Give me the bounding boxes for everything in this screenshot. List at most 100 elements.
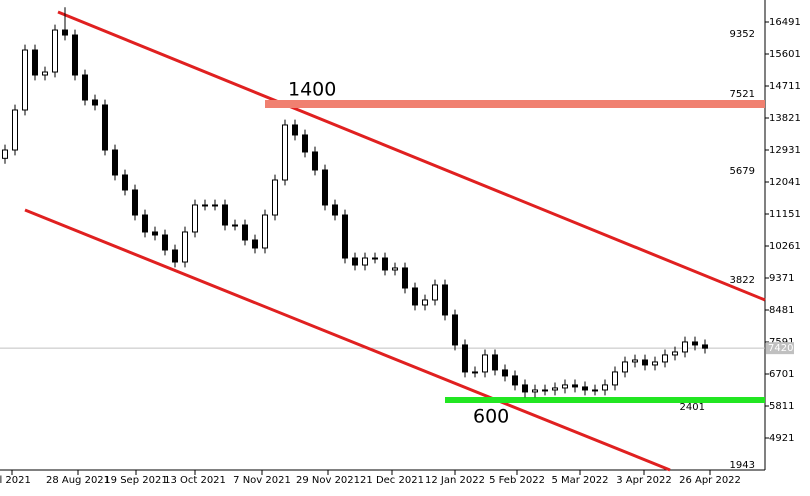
candle-body bbox=[362, 257, 368, 266]
candle-body bbox=[212, 204, 218, 207]
channel-upper bbox=[57, 10, 766, 302]
candle-body bbox=[402, 267, 408, 289]
annotation: 9352 bbox=[730, 29, 755, 40]
candle-body bbox=[422, 299, 428, 306]
annotation: 3822 bbox=[730, 275, 755, 286]
x-tick-label: 26 Apr 2022 bbox=[679, 475, 741, 486]
annotation: 5679 bbox=[730, 166, 755, 177]
channel-lower bbox=[24, 208, 671, 472]
candle-body bbox=[522, 384, 528, 393]
candle-body bbox=[32, 49, 38, 76]
candle-body bbox=[552, 387, 558, 391]
x-tick-label: 5 Feb 2022 bbox=[489, 475, 545, 486]
candle-body bbox=[382, 257, 388, 271]
y-tick-label: 4921 bbox=[769, 433, 794, 444]
y-tick-label: 12931 bbox=[769, 145, 801, 156]
candle-body bbox=[452, 314, 458, 346]
candle-body bbox=[102, 104, 108, 151]
x-tick-label: 21 Dec 2021 bbox=[360, 475, 424, 486]
candle-body bbox=[62, 29, 68, 36]
candle-body bbox=[412, 287, 418, 306]
last-price-label: 7420 bbox=[768, 343, 793, 354]
candle-body bbox=[152, 231, 158, 236]
x-tick-label: 13 Oct 2021 bbox=[164, 475, 226, 486]
candle-body bbox=[332, 204, 338, 216]
x-tick-label: 19 Sep 2021 bbox=[104, 475, 167, 486]
last-price-box bbox=[766, 342, 794, 355]
candle-body bbox=[22, 49, 28, 111]
y-tick-label: 5811 bbox=[769, 401, 794, 412]
candle-body bbox=[582, 386, 588, 391]
candle-body bbox=[482, 354, 488, 373]
candle-body bbox=[322, 169, 328, 206]
candle-body bbox=[72, 34, 78, 76]
candle-body bbox=[702, 344, 708, 349]
candle-body bbox=[2, 149, 8, 159]
candle-body bbox=[652, 361, 658, 366]
candle-body bbox=[252, 239, 258, 249]
candle-body bbox=[42, 71, 48, 76]
candle-body bbox=[52, 29, 58, 73]
candle-body bbox=[532, 389, 538, 393]
candle-body bbox=[312, 151, 318, 171]
candle-body bbox=[592, 389, 598, 392]
x-tick-label: 29 Nov 2021 bbox=[296, 475, 360, 486]
x-tick-label: 3 Apr 2022 bbox=[616, 475, 671, 486]
candle-body bbox=[602, 384, 608, 391]
annotation: 7521 bbox=[730, 89, 755, 100]
x-tick-label: 5 Mar 2022 bbox=[551, 475, 608, 486]
candle-body bbox=[472, 371, 478, 374]
y-tick-label: 16491 bbox=[769, 17, 801, 28]
annotation: 1943 bbox=[730, 460, 755, 471]
candle-body bbox=[82, 74, 88, 101]
candle-body bbox=[512, 375, 518, 386]
x-tick-label: 28 Aug 2021 bbox=[46, 475, 110, 486]
x-tick-label: 12 Jan 2022 bbox=[425, 475, 485, 486]
candle-body bbox=[492, 354, 498, 371]
candle-body bbox=[442, 284, 448, 316]
candle-body bbox=[432, 284, 438, 301]
candle-body bbox=[692, 341, 698, 346]
candle-body bbox=[162, 234, 168, 251]
y-tick-label: 13821 bbox=[769, 113, 801, 124]
candle-body bbox=[352, 257, 358, 266]
candle-body bbox=[172, 249, 178, 263]
candle-body bbox=[92, 99, 98, 106]
candle-body bbox=[282, 124, 288, 181]
candle-body bbox=[572, 384, 578, 388]
candle-body bbox=[192, 204, 198, 233]
candle-body bbox=[232, 224, 238, 227]
candle-body bbox=[672, 351, 678, 356]
candle-body bbox=[642, 359, 648, 366]
x-tick-label: 7 Nov 2021 bbox=[233, 475, 291, 486]
level-label: 1400 bbox=[288, 78, 336, 100]
candle-body bbox=[202, 204, 208, 207]
candle-body bbox=[662, 354, 668, 363]
y-tick-label: 15601 bbox=[769, 49, 801, 60]
candle-body bbox=[542, 389, 548, 392]
candle-body bbox=[622, 361, 628, 373]
candle-body bbox=[682, 341, 688, 353]
y-tick-label: 8481 bbox=[769, 305, 794, 316]
y-tick-label: 9371 bbox=[769, 273, 794, 284]
annotation: 2401 bbox=[680, 402, 705, 413]
candle-body bbox=[632, 359, 638, 363]
level-label: 600 bbox=[473, 405, 509, 427]
candle-body bbox=[342, 214, 348, 259]
y-tick-label: 11151 bbox=[769, 209, 801, 220]
candle-body bbox=[612, 371, 618, 386]
candle-body bbox=[182, 231, 188, 263]
candle-body bbox=[272, 179, 278, 216]
y-tick-label: 12041 bbox=[769, 177, 801, 188]
candle-body bbox=[302, 134, 308, 153]
candle-body bbox=[122, 174, 128, 191]
candle-body bbox=[12, 109, 18, 151]
candle-body bbox=[142, 214, 148, 233]
candle-body bbox=[222, 204, 228, 226]
candle-body bbox=[502, 369, 508, 377]
y-tick-label: 10261 bbox=[769, 241, 801, 252]
candle-body bbox=[112, 149, 118, 176]
x-tick-label: ul 2021 bbox=[0, 475, 31, 486]
